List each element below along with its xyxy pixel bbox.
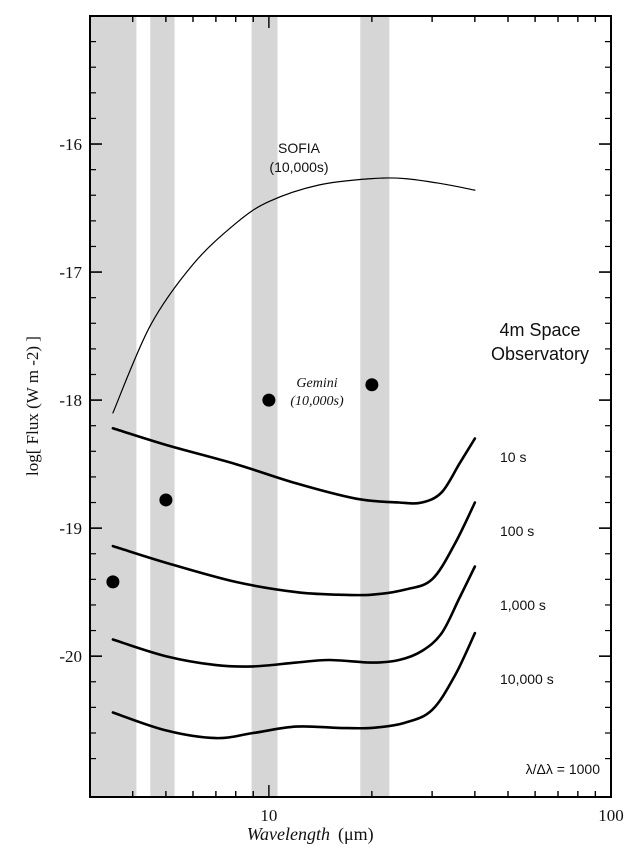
observatory-label-line1: 4m Space	[499, 320, 580, 340]
x-axis-unit: (μm)	[338, 824, 374, 845]
gemini-point	[106, 575, 120, 589]
y-axis-label: log[ Flux (W m -2) ]	[23, 336, 42, 476]
y-tick-label: -20	[59, 647, 82, 666]
series-line-100-s	[111, 501, 477, 597]
gemini-point	[159, 493, 173, 507]
y-tick-label: -18	[59, 391, 82, 410]
gemini-point	[365, 378, 379, 392]
y-tick-label: -17	[59, 263, 82, 282]
gemini-label: Gemini	[296, 376, 337, 391]
series-line-1-000-s	[111, 565, 477, 668]
x-axis-label-text: Wavelength	[247, 824, 330, 844]
shaded-band	[251, 16, 278, 797]
observatory-label-line2: Observatory	[491, 344, 589, 364]
plot-frame-group	[89, 15, 612, 798]
x-axis-label: Wavelength	[247, 824, 330, 844]
y-tick-label: -16	[59, 135, 82, 154]
series-label-1000s: 1,000 s	[500, 597, 546, 613]
gemini-points	[106, 378, 379, 589]
series-line-sofia	[112, 177, 476, 414]
sofia-label: SOFIA	[278, 140, 321, 156]
shaded-band	[360, 16, 390, 797]
series-label-10s: 10 s	[500, 449, 526, 465]
x-tick-label: 100	[598, 806, 624, 825]
gemini-exposure-label: (10,000s)	[290, 394, 344, 409]
series-lines	[111, 177, 477, 740]
y-axis: -16 -17 -18 -19 -20	[59, 41, 611, 760]
y-tick-label: -19	[59, 519, 82, 538]
resolution-label: λ/Δλ = 1000	[526, 761, 601, 777]
plot-frame	[89, 15, 612, 798]
series-line-10-000-s	[111, 631, 477, 740]
x-axis: 10 100	[89, 16, 624, 825]
gemini-point	[262, 393, 276, 407]
series-line-10-s	[111, 427, 477, 505]
series-label-10000s: 10,000 s	[500, 671, 554, 687]
sofia-exposure-label: (10,000s)	[269, 159, 328, 175]
shaded-band	[150, 16, 175, 797]
shaded-band	[90, 16, 137, 797]
series-label-100s: 100 s	[500, 523, 534, 539]
x-tick-label: 10	[260, 806, 277, 825]
atmospheric-window-bands	[90, 16, 390, 797]
